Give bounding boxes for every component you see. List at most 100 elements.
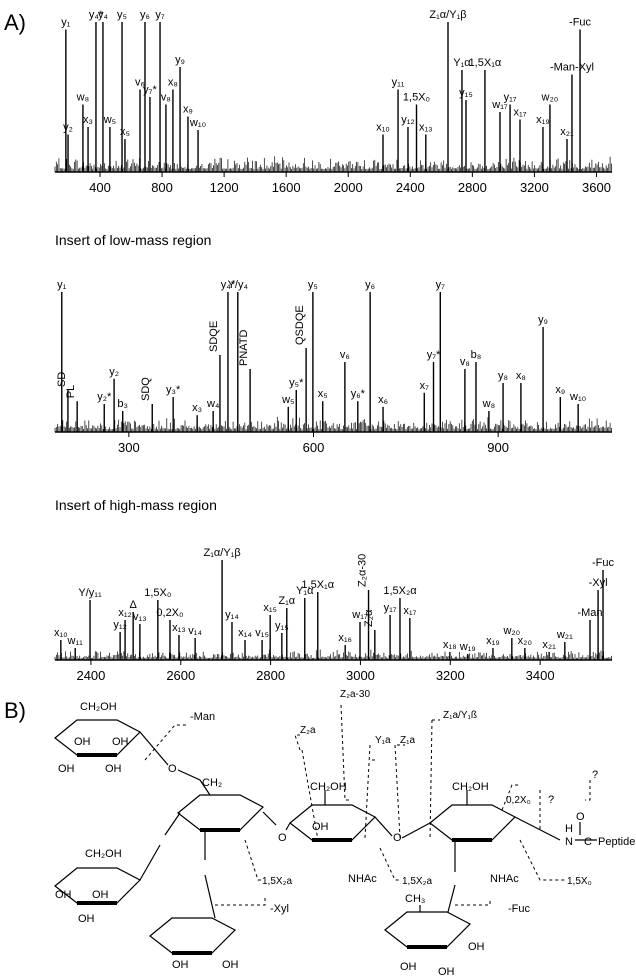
peak-label: y₉	[538, 314, 548, 326]
peak-label: x₂₁	[542, 639, 556, 651]
diagram-label: 0,2X₀	[506, 795, 531, 806]
diagram-label: OH	[74, 736, 91, 748]
peak-label: x₂₀	[518, 635, 532, 647]
peak-label: y₅	[308, 279, 318, 291]
diagram-label: 1,5X₂a	[262, 876, 292, 887]
peak-label: b₃	[117, 398, 128, 410]
peak-label: x₁₇	[513, 107, 526, 119]
diagram-label: CH₂OH	[452, 781, 489, 793]
x-tick-label: 3400	[526, 668, 555, 683]
peak-label: x₁₃	[419, 122, 433, 134]
diagram-label: 1,5X₂a	[402, 876, 432, 887]
diagram-label: C	[584, 836, 592, 848]
peak-label: Z₂α-30	[357, 554, 369, 587]
peak-label: Y₁α	[296, 585, 314, 597]
chart-title: Insert of low-mass region	[55, 232, 211, 248]
x-tick-label: 300	[118, 440, 140, 455]
peak-label: w₈	[482, 398, 496, 410]
peak-label: y₄*	[221, 279, 236, 291]
x-tick-label: 800	[151, 180, 173, 195]
peak-label: b₈	[471, 349, 482, 361]
peak-label: x₅	[318, 388, 328, 400]
peak-label: x₁₇	[403, 605, 416, 617]
peak-label: y₆*	[351, 388, 366, 400]
diagram-label: -Xyl	[270, 903, 289, 915]
peak-label: x₁₉	[536, 114, 550, 126]
diagram-label: OH	[172, 959, 189, 971]
peak-label: w₁₀	[569, 391, 586, 403]
peak-label: x₁₂	[118, 607, 131, 619]
peak-label: v₁₄	[188, 625, 202, 637]
peak-label: y₁	[61, 17, 71, 29]
diagram-label: Z₁a	[400, 735, 415, 746]
x-tick-label: 2600	[166, 668, 195, 683]
peak-label: x₁₉	[486, 635, 500, 647]
bonds	[139, 731, 597, 919]
peak-label: x₁₆	[338, 632, 352, 644]
peak-label: y₅	[117, 9, 127, 21]
ring	[148, 916, 237, 955]
peak-label: y₆	[140, 9, 150, 21]
noise-floor	[54, 416, 612, 432]
diagram-label: OH	[58, 763, 75, 775]
diagram-label: OH	[400, 961, 417, 973]
peak-label: v₆	[340, 349, 350, 361]
x-tick-label: 3200	[436, 668, 465, 683]
diagram-label: OH	[312, 821, 329, 833]
glycan-structure: CH₂OH -Man OH OH OH OH O CH₂ Z₂a-30 Z₂a …	[53, 689, 635, 978]
x-tick-label: 3000	[346, 668, 375, 683]
diagram-label: CH₃	[405, 893, 425, 905]
peak-label: w₅	[103, 114, 116, 126]
noise-floor	[54, 649, 612, 660]
peak-label: Z₁α	[278, 595, 295, 607]
peak-label: x₁₀	[54, 627, 68, 639]
diagram-label: O	[576, 811, 585, 823]
x-tick-label: 3200	[520, 180, 549, 195]
peak-label: w₈	[76, 92, 90, 104]
x-tick-label: 2800	[256, 668, 285, 683]
diagram-label: OH	[222, 959, 239, 971]
peak-label: y₂*	[97, 391, 112, 403]
diagram-label: Z₂a	[300, 725, 316, 736]
peak-label: x₁₅	[263, 602, 277, 614]
peak-label: y₇	[155, 9, 165, 21]
peak-label: 1,5X₂α	[383, 585, 417, 597]
peak-label: -Fuc	[569, 17, 592, 29]
diagram-label: OH	[468, 941, 485, 953]
peak-label: y₁₅	[275, 620, 289, 632]
peak-label: w₁₀	[189, 117, 206, 129]
diagram-label: OH	[438, 966, 455, 978]
peak-label: w₄	[206, 398, 220, 410]
diagram-label: -Man	[190, 711, 215, 723]
peak-label: SDQ	[140, 377, 152, 401]
diagram-label: OH	[112, 736, 129, 748]
peak-label: y₁₇	[384, 602, 397, 614]
peak-label: v₁₅	[255, 627, 269, 639]
peak-label: x₆	[378, 394, 388, 406]
noise-floor	[54, 156, 612, 172]
peak-label: 1,5X₁α	[469, 57, 502, 69]
peak-label: w₁₇	[491, 99, 508, 111]
peak-label: x₃	[192, 402, 202, 414]
peak-label: x₂₁	[560, 126, 574, 138]
peak-label: Y/y₄	[228, 279, 249, 291]
peak-label: x₉	[183, 104, 193, 116]
peak-label: w₂₀	[502, 625, 520, 637]
chart-title: Insert of high-mass region	[55, 497, 217, 513]
diagram-label: CH₂OH	[80, 701, 117, 713]
diagram-label: O	[393, 832, 402, 844]
peak-label: v₁₃	[133, 611, 147, 623]
peak-label: y₁₅	[459, 87, 473, 99]
x-tick-label: 400	[89, 180, 111, 195]
peak-label: y₉	[175, 54, 185, 66]
peak-label: x₅	[120, 126, 130, 138]
peak-label: Y₁α	[453, 57, 471, 69]
peak-label: -Man	[577, 607, 602, 619]
diagram-label: OH	[55, 889, 72, 901]
diagram-label: Peptide	[598, 836, 635, 848]
x-tick-label: 3600	[582, 180, 611, 195]
peak-label: v₈	[460, 356, 470, 368]
diagram-label: ?	[548, 794, 554, 806]
peak-label: w₁₉	[459, 641, 476, 653]
peak-label: y₃*	[166, 384, 181, 396]
